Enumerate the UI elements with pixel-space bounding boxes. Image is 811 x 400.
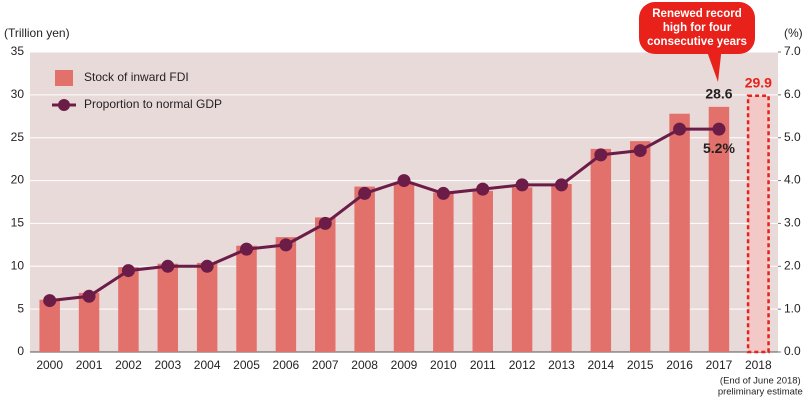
line-marker — [240, 242, 254, 256]
bar — [708, 106, 730, 352]
line-marker — [318, 216, 332, 230]
bar — [39, 299, 60, 352]
line — [49, 127, 719, 303]
x-tick-label: 2018 — [745, 358, 772, 372]
line-marker — [673, 122, 687, 136]
x-tick-label: 2004 — [194, 358, 221, 372]
x-tick-label: 2007 — [312, 358, 339, 372]
line-marker — [554, 178, 568, 192]
bar — [196, 262, 218, 352]
y2-tick-label: 0.0 — [784, 344, 801, 358]
line-marker — [594, 148, 608, 162]
bar — [354, 186, 375, 352]
legend-swatch — [58, 99, 70, 111]
y-tick-label: 30 — [11, 87, 25, 101]
y2-tick-label: 1.0 — [784, 301, 801, 315]
line-marker — [279, 238, 293, 252]
y-axis-label: (Trillion yen) — [4, 26, 70, 40]
x-tick-label: 2016 — [666, 358, 693, 372]
bar — [118, 267, 139, 352]
bar — [78, 292, 100, 352]
y-tick-label: 5 — [17, 301, 24, 315]
line-value-label: 5.2% — [703, 140, 735, 156]
legend-label: Stock of inward FDI — [84, 70, 189, 84]
bar — [629, 141, 651, 352]
line-marker — [633, 144, 647, 158]
y-tick-label: 10 — [11, 258, 25, 272]
line-marker — [121, 264, 135, 278]
bar — [157, 263, 179, 352]
y2-tick-label: 3.0 — [784, 216, 801, 230]
x-tick-label: 2002 — [115, 358, 142, 372]
line-marker — [397, 174, 411, 188]
y-tick-label: 0 — [17, 344, 24, 358]
y2-tick-label: 6.0 — [784, 87, 801, 101]
annotation-box — [639, 2, 755, 54]
bar — [393, 182, 415, 352]
line-marker — [43, 294, 57, 308]
y2-tick-label: 7.0 — [784, 44, 801, 58]
x-tick-label: 2008 — [351, 358, 378, 372]
legend-swatch — [55, 70, 73, 86]
bar — [275, 237, 297, 352]
line-marker — [436, 186, 450, 200]
bar — [433, 192, 454, 352]
x-tick-label: 2017 — [706, 358, 733, 372]
line-marker — [476, 182, 490, 196]
line-marker — [358, 186, 372, 200]
x-tick-label: 2011 — [470, 358, 496, 372]
annotation-pointer — [705, 46, 722, 82]
line-marker — [200, 259, 214, 273]
x-tick-label: 2010 — [430, 358, 457, 372]
line-marker — [712, 122, 726, 136]
y-tick-label: 20 — [11, 173, 25, 187]
line-marker — [161, 259, 175, 273]
bar — [236, 245, 257, 352]
x-tick-label: 2009 — [391, 358, 418, 372]
bar — [551, 184, 572, 352]
line-marker — [515, 178, 529, 192]
x-tick-label: 2006 — [273, 358, 300, 372]
bar — [590, 148, 612, 352]
category-note: preliminary estimate — [718, 387, 803, 398]
annotation-text: Renewed record — [652, 8, 741, 20]
bar — [472, 190, 493, 352]
x-tick-label: 2015 — [627, 358, 654, 372]
category-note: (End of June 2018) — [720, 376, 801, 387]
y2-axis-label: (%) — [784, 26, 803, 40]
y2-tick-label: 5.0 — [784, 130, 801, 144]
y-tick-label: 35 — [11, 44, 25, 58]
y2-tick-label: 4.0 — [784, 173, 801, 187]
bar — [511, 187, 533, 352]
x-tick-label: 2012 — [509, 358, 536, 372]
x-tick-label: 2005 — [233, 358, 260, 372]
annotation-text: consecutive years — [647, 36, 747, 48]
bar — [669, 113, 690, 352]
x-tick-label: 2000 — [36, 358, 63, 372]
bar — [746, 94, 770, 354]
y-tick-label: 25 — [11, 130, 25, 144]
y2-tick-label: 2.0 — [784, 258, 801, 272]
x-tick-label: 2014 — [587, 358, 614, 372]
bar-value-label: 29.9 — [745, 74, 772, 90]
bar — [315, 217, 336, 352]
legend-label: Proportion to normal GDP — [84, 97, 222, 111]
x-tick-label: 2001 — [76, 358, 103, 372]
bar-value-label: 28.6 — [705, 86, 732, 102]
x-tick-label: 2003 — [154, 358, 181, 372]
annotation-text: high for four — [663, 22, 732, 34]
line-marker — [82, 289, 96, 303]
y-tick-label: 15 — [11, 216, 25, 230]
x-tick-label: 2013 — [548, 358, 575, 372]
